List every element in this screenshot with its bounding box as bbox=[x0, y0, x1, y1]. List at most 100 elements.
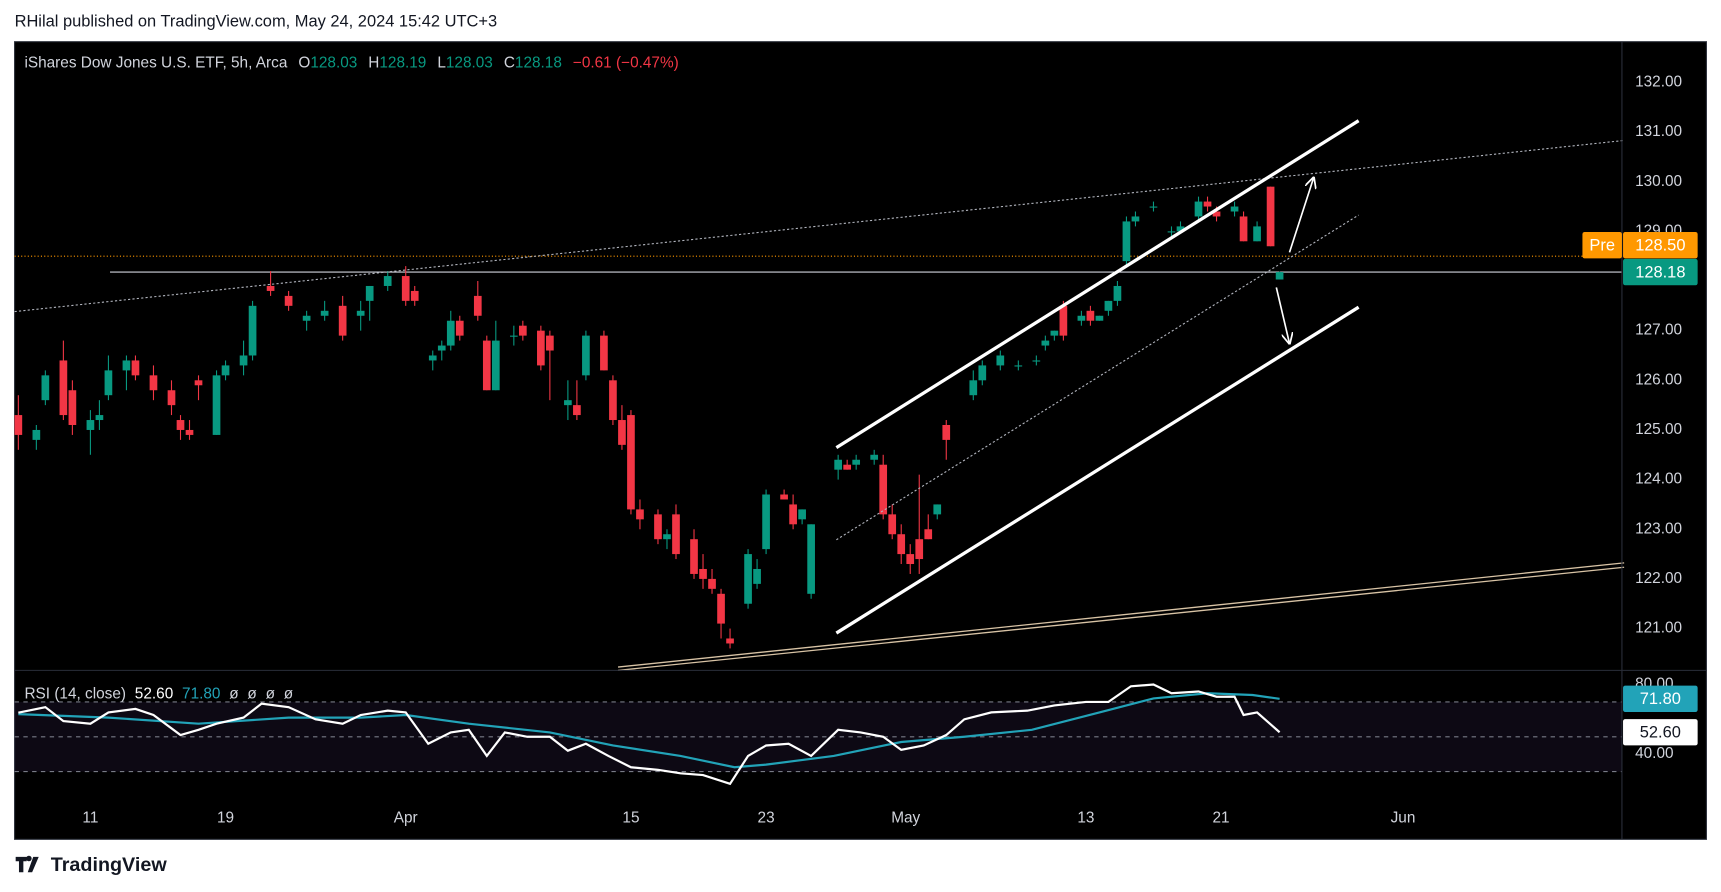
candle-body bbox=[708, 578, 716, 589]
candle-body bbox=[627, 415, 635, 510]
candle-body bbox=[1275, 272, 1284, 280]
candle-body bbox=[302, 315, 311, 321]
rsi-band bbox=[14, 701, 1622, 772]
candle-body bbox=[356, 310, 365, 316]
legend-key: O bbox=[298, 55, 310, 72]
candle-body bbox=[338, 305, 347, 336]
candle-body bbox=[636, 509, 644, 520]
chart-background bbox=[14, 41, 1707, 840]
overlay: iShares Dow Jones U.S. ETF, 5h, Arca O128… bbox=[24, 55, 1698, 746]
x-tick-label: 15 bbox=[622, 810, 639, 827]
candle-body bbox=[933, 504, 942, 515]
trend-line bbox=[617, 562, 1625, 668]
price-label: 128.18 bbox=[1635, 264, 1685, 282]
candle-body bbox=[564, 400, 572, 406]
pre-tag-box bbox=[1582, 232, 1622, 259]
legend-value: 128.03 bbox=[446, 55, 493, 72]
arrow bbox=[1288, 178, 1313, 253]
candle-body bbox=[1176, 226, 1185, 232]
candle-body bbox=[1194, 201, 1203, 217]
candle-body bbox=[482, 340, 491, 391]
candle-body bbox=[428, 355, 437, 361]
candle-body bbox=[212, 375, 221, 435]
candle-body bbox=[68, 390, 77, 425]
candle-body bbox=[897, 534, 906, 555]
candle-body bbox=[437, 345, 446, 351]
candle-body bbox=[176, 420, 185, 430]
candle-body bbox=[248, 305, 257, 356]
trend-line bbox=[14, 139, 1625, 313]
candle-body bbox=[401, 276, 410, 301]
legend-title: iShares Dow Jones U.S. ETF, 5h, Arca bbox=[24, 55, 287, 72]
candle-body bbox=[1122, 221, 1131, 262]
candle-body bbox=[789, 504, 797, 525]
y-tick-label: 121.00 bbox=[1635, 620, 1682, 637]
candle-body bbox=[473, 295, 482, 316]
rsi-label: 71.80 bbox=[1640, 690, 1681, 708]
candle-body bbox=[1050, 330, 1059, 336]
candle-body bbox=[1230, 206, 1239, 212]
y-tick-label: 131.00 bbox=[1635, 123, 1682, 140]
x-tick-label: 19 bbox=[217, 810, 234, 827]
candle-body bbox=[915, 539, 924, 560]
channel-lower bbox=[835, 305, 1360, 635]
candle-body bbox=[798, 509, 806, 520]
candle-body bbox=[14, 415, 23, 435]
candle-body bbox=[978, 365, 987, 381]
candle-body bbox=[239, 355, 248, 366]
candle-body bbox=[1131, 216, 1140, 222]
candle-body bbox=[1212, 211, 1221, 217]
candle-body bbox=[1032, 360, 1041, 362]
logo-mark bbox=[15, 855, 39, 873]
trend-line bbox=[617, 566, 1625, 672]
candle-body bbox=[185, 429, 194, 435]
footer-brand: TradingView bbox=[51, 854, 168, 876]
candle-body bbox=[383, 276, 392, 286]
candle-body bbox=[518, 325, 527, 336]
drawings bbox=[14, 119, 1625, 672]
price-label-box bbox=[1623, 232, 1698, 259]
y-tick-label: 127.00 bbox=[1635, 322, 1682, 339]
candle-body bbox=[1149, 206, 1158, 208]
candle-body bbox=[924, 529, 933, 540]
candle-body bbox=[807, 524, 815, 594]
rsi-title: RSI (14, close) bbox=[24, 686, 126, 703]
candle-body bbox=[843, 464, 852, 470]
candle-body bbox=[167, 390, 176, 406]
candle-body bbox=[1253, 226, 1261, 242]
plot-area: 121.00 122.00 123.00 124.00 125.00 126.00 127.… bbox=[14, 73, 1682, 827]
candle-body bbox=[996, 355, 1005, 366]
candle-body bbox=[942, 424, 951, 440]
rsi-tick-label: 40.00 bbox=[1635, 745, 1673, 762]
candle-body bbox=[104, 370, 113, 396]
y-tick-label: 123.00 bbox=[1635, 520, 1682, 537]
candle-body bbox=[780, 494, 788, 500]
candle-body bbox=[537, 330, 545, 366]
rsi-label-box bbox=[1623, 685, 1698, 712]
candle-body bbox=[410, 290, 419, 301]
candle-body bbox=[690, 539, 698, 574]
candle-body bbox=[726, 638, 734, 644]
candle-body bbox=[879, 464, 888, 515]
rsi-legend: RSI (14, close) 52.60 71.80 ø ø ø ø bbox=[24, 686, 293, 703]
candle-body bbox=[221, 365, 230, 376]
candle-body bbox=[509, 335, 518, 337]
candle-body bbox=[32, 429, 41, 440]
candle-body bbox=[1014, 365, 1023, 367]
candle-body bbox=[455, 320, 464, 336]
candle-body bbox=[284, 295, 293, 306]
legend-change: −0.61 (−0.47%) bbox=[573, 55, 679, 72]
candle-body bbox=[699, 568, 707, 579]
candle-body bbox=[546, 335, 554, 351]
legend-value: 128.18 bbox=[515, 55, 562, 72]
legend-value: 128.03 bbox=[310, 55, 357, 72]
price-label-box bbox=[1623, 258, 1698, 286]
arrow bbox=[1275, 287, 1289, 343]
candle-body bbox=[969, 380, 978, 396]
rsi-label: 52.60 bbox=[1640, 724, 1681, 742]
legend: iShares Dow Jones U.S. ETF, 5h, Arca O128… bbox=[24, 55, 678, 72]
y-tick-label: 122.00 bbox=[1635, 570, 1682, 587]
candle-body bbox=[1104, 300, 1113, 311]
candle-body bbox=[852, 459, 861, 465]
candle-body bbox=[870, 454, 879, 460]
